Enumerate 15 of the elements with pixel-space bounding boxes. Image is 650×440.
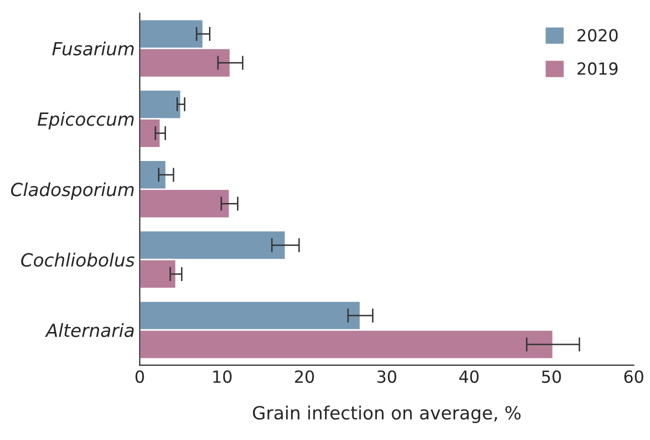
legend-label: 2020: [578, 28, 618, 42]
y-tick-label: Cladosporium: [11, 182, 134, 200]
legend-label: 2019: [578, 62, 618, 75]
x-tick-label: 20: [295, 370, 314, 383]
x-tick-label: 0: [136, 370, 144, 383]
y-tick-label: Alternaria: [44, 323, 134, 338]
y-tick-label: Epicoccum: [38, 112, 134, 130]
x-tick-label: 40: [459, 370, 479, 383]
x-tick-label: 50: [542, 370, 561, 383]
x-tick-label: 60: [624, 370, 644, 383]
y-tick-label: Fusarium: [52, 42, 134, 56]
x-tick-label: 10: [213, 370, 232, 383]
x-axis-title: Grain infection on average, %: [252, 406, 521, 424]
x-tick-label: 30: [377, 370, 396, 383]
y-tick-label: Cochliobolus: [21, 252, 135, 267]
